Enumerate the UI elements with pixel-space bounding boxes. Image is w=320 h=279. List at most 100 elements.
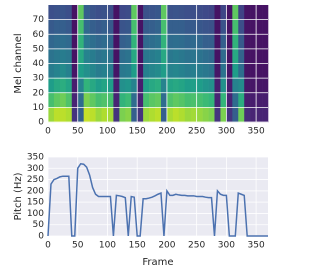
heatmap-cell <box>208 34 215 50</box>
heatmap-cell <box>250 63 257 79</box>
heatmap-cell <box>65 107 73 123</box>
heatmap-cell <box>214 78 221 94</box>
heatmap-cell <box>48 107 55 123</box>
heatmap-cell <box>71 107 79 123</box>
heatmap-cell <box>119 34 126 50</box>
x-tick-label: 200 <box>158 241 175 251</box>
x-tick-label: 0 <box>45 127 51 137</box>
heatmap-cell <box>208 63 215 79</box>
heatmap-cell <box>256 19 263 35</box>
heatmap-cell <box>48 78 55 94</box>
heatmap-cell <box>196 34 203 50</box>
heatmap-cell <box>250 107 257 123</box>
heatmap-cell <box>220 5 227 20</box>
heatmap-cell <box>59 34 67 50</box>
heatmap-cell <box>101 63 108 79</box>
heatmap-cell <box>77 19 84 35</box>
heatmap-cell <box>48 92 55 108</box>
heatmap-cell <box>226 107 233 123</box>
heatmap-cell <box>131 48 138 64</box>
heatmap-cell <box>178 19 186 35</box>
heatmap-cell <box>178 34 186 50</box>
heatmap-cell <box>190 78 197 94</box>
y-tick-label: 100 <box>27 209 44 219</box>
heatmap-cell <box>196 92 203 108</box>
heatmap-cell <box>77 107 84 123</box>
heatmap-cell <box>65 92 73 108</box>
heatmap-cell <box>250 48 257 64</box>
y-tick-label: 50 <box>33 44 45 54</box>
heatmap-cell <box>226 19 233 35</box>
heatmap-cell <box>166 107 174 123</box>
heatmap-cell <box>166 48 174 64</box>
y-tick-label: 0 <box>38 232 44 242</box>
heatmap-cell <box>53 48 61 64</box>
heatmap-cell <box>65 5 73 20</box>
heatmap-cell <box>137 5 144 20</box>
heatmap-cell <box>202 48 209 64</box>
pitch-line <box>47 162 268 237</box>
heatmap-cell <box>71 92 79 108</box>
heatmap-cell <box>190 63 197 79</box>
heatmap-cell <box>53 34 61 50</box>
heatmap-cell <box>226 48 233 64</box>
heatmap-cell <box>202 34 209 50</box>
heatmap-cell <box>166 19 174 35</box>
heatmap-cell <box>53 107 61 123</box>
heatmap-cell <box>89 78 96 94</box>
y-tick-label: 50 <box>33 220 45 230</box>
heatmap-cell <box>89 48 96 64</box>
heatmap-cell <box>125 92 132 108</box>
heatmap-cell <box>202 5 209 20</box>
heatmap-cell <box>71 48 79 64</box>
heatmap-cell <box>48 63 55 79</box>
heatmap-cell <box>101 48 108 64</box>
x-tick-label: 150 <box>129 241 146 251</box>
heatmap-cell <box>137 34 144 50</box>
heatmap-cell <box>226 63 233 79</box>
heatmap-cell <box>220 19 227 35</box>
heatmap-cell <box>232 63 239 79</box>
heatmap-cell <box>119 78 126 94</box>
y-tick-label: 60 <box>33 30 45 40</box>
heatmap-cell <box>131 34 138 50</box>
heatmap-cell <box>244 5 251 20</box>
heatmap-cell <box>208 92 215 108</box>
heatmap-cell <box>214 34 221 50</box>
heatmap-cell <box>107 48 114 64</box>
heatmap-cell <box>59 5 67 20</box>
y-axis-label: Pitch (Hz) <box>13 172 24 220</box>
heatmap-cell <box>95 5 102 20</box>
heatmap-cell <box>113 107 120 123</box>
y-tick-label: 0 <box>38 118 44 128</box>
heatmap-cell <box>59 78 67 94</box>
heatmap-cell <box>238 92 245 108</box>
heatmap-cell <box>95 34 102 50</box>
heatmap-cell <box>208 48 215 64</box>
heatmap-cell <box>143 34 150 50</box>
heatmap-cell <box>131 63 138 79</box>
heatmap-cell <box>107 34 114 50</box>
heatmap-cell <box>113 92 120 108</box>
y-tick-label: 70 <box>33 15 45 25</box>
heatmap-cell <box>65 19 73 35</box>
heatmap-cell <box>256 34 263 50</box>
heatmap-cell <box>190 48 197 64</box>
heatmap-cell <box>143 92 150 108</box>
heatmap-cell <box>77 5 84 20</box>
heatmap-cell <box>238 48 245 64</box>
heatmap-cell <box>166 63 174 79</box>
x-tick-label: 50 <box>72 241 84 251</box>
heatmap-cell <box>59 48 67 64</box>
x-tick-label: 300 <box>218 127 235 137</box>
heatmap-cell <box>119 19 126 35</box>
y-tick-label: 350 <box>27 153 44 163</box>
heatmap-cell <box>220 92 227 108</box>
heatmap-cell <box>149 107 156 123</box>
heatmap-cell <box>166 34 174 50</box>
heatmap-cell <box>107 19 114 35</box>
heatmap-cell <box>65 48 73 64</box>
heatmap-cell <box>113 34 120 50</box>
heatmap-cell <box>101 34 108 50</box>
